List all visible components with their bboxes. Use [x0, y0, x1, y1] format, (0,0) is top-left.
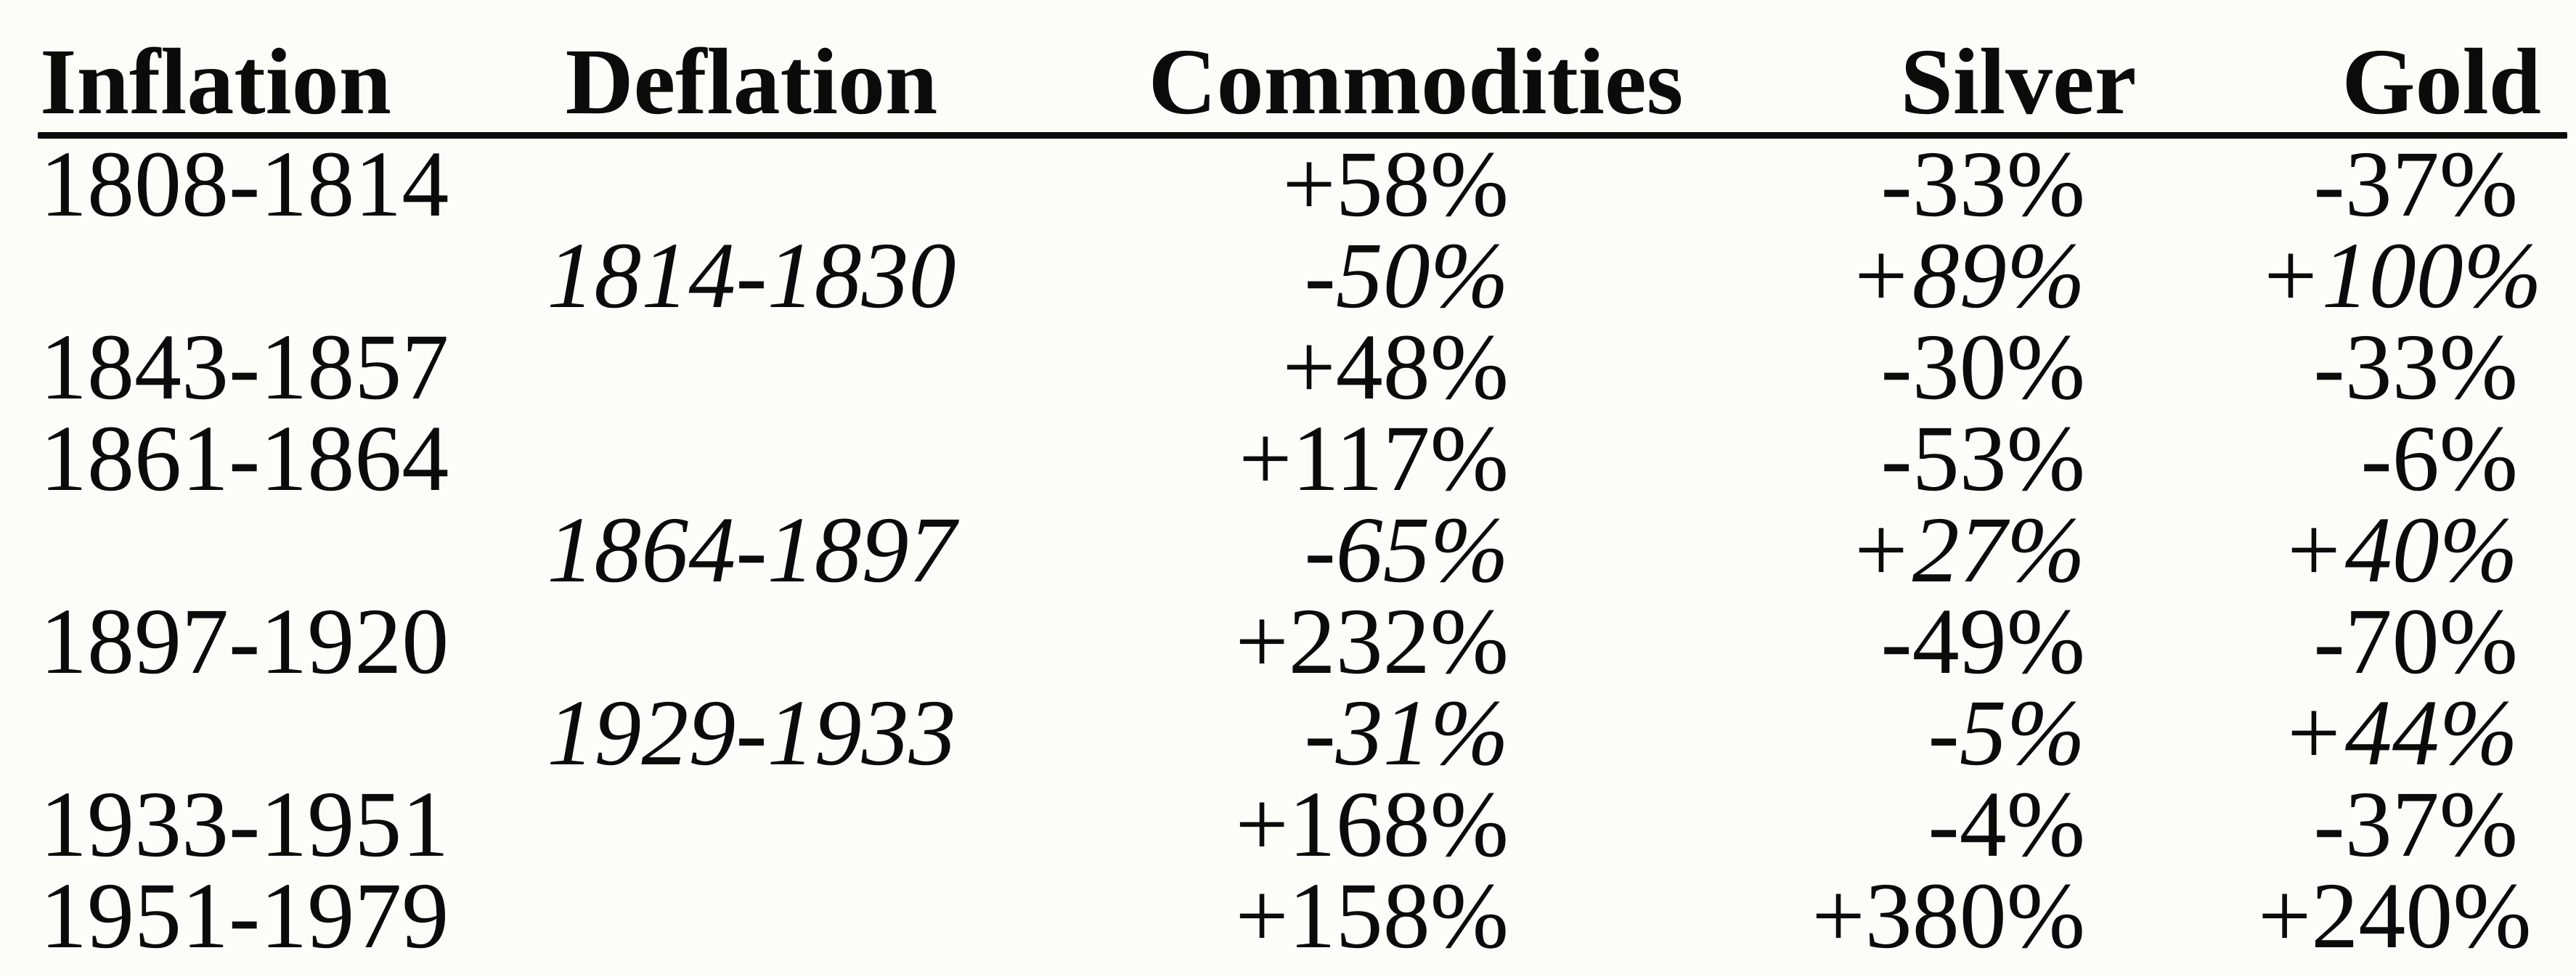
- value-cell: +100%: [2258, 224, 2543, 328]
- value-cell: +117%: [1239, 406, 1509, 511]
- header-underline-rule: [38, 132, 2567, 139]
- value-cell: -49%: [1880, 589, 2085, 694]
- period-cell: [450, 870, 1053, 962]
- header-gold: Gold: [2341, 30, 2541, 134]
- value-cell: -50%: [1304, 224, 1509, 328]
- value-cell: -37%: [2313, 772, 2518, 877]
- value-cell: +232%: [1235, 589, 1509, 694]
- value-cell: -33%: [1880, 132, 2085, 237]
- period-cell: 1933-1951: [40, 772, 449, 877]
- value-cell: -70%: [2313, 589, 2518, 694]
- period-cell: 1843-1857: [40, 315, 449, 420]
- period-cell: 1951-1979: [40, 864, 449, 968]
- value-cell: +27%: [1848, 498, 2085, 602]
- table-row: 1843-1857 +48% -30% -33%: [0, 315, 2576, 420]
- value-cell: -37%: [2313, 132, 2518, 237]
- period-cell: [450, 322, 1053, 413]
- period-cell: 1929-1933: [547, 681, 956, 785]
- period-cell: 1808-1814: [40, 132, 449, 237]
- table-row: 1808-1814 +58% -33% -37%: [0, 132, 2576, 237]
- value-cell: -33%: [2313, 315, 2518, 420]
- table-row: 1933-1951 +168% -4% -37%: [0, 772, 2576, 877]
- period-cell: [450, 596, 1053, 687]
- table-header-row: Inflation Deflation Commodities Silver G…: [0, 20, 2576, 129]
- header-commodities: Commodities: [1148, 30, 1684, 134]
- table-row: 1897-1920 +232% -49% -70%: [0, 589, 2576, 694]
- value-cell: +380%: [1811, 864, 2085, 968]
- period-cell: 1897-1920: [40, 589, 449, 694]
- value-cell: +40%: [2281, 498, 2518, 602]
- value-cell: +158%: [1235, 864, 1509, 968]
- value-cell: +168%: [1235, 772, 1509, 877]
- period-cell: [0, 687, 450, 779]
- period-cell: 1814-1830: [547, 224, 956, 328]
- period-cell: 1864-1897: [547, 498, 956, 602]
- header-deflation: Deflation: [565, 30, 938, 134]
- value-cell: -65%: [1304, 498, 1509, 602]
- period-cell: [0, 230, 450, 322]
- value-cell: -30%: [1880, 315, 2085, 420]
- value-cell: +89%: [1848, 224, 2085, 328]
- value-cell: +58%: [1282, 132, 1509, 237]
- period-cell: [450, 779, 1053, 870]
- table-row: 1929-1933 -31% -5% +44%: [0, 681, 2576, 785]
- value-cell: -53%: [1880, 406, 2085, 511]
- value-cell: +44%: [2281, 681, 2518, 785]
- table-row: 1861-1864 +117% -53% -6%: [0, 406, 2576, 511]
- value-cell: -6%: [2360, 406, 2518, 511]
- table-row: 1814-1830 -50% +89% +100%: [0, 224, 2576, 328]
- value-cell: -4%: [1928, 772, 2085, 877]
- header-inflation: Inflation: [40, 30, 392, 134]
- header-silver: Silver: [1900, 30, 2137, 134]
- value-cell: -5%: [1928, 681, 2085, 785]
- period-cell: [0, 504, 450, 596]
- period-cell: [450, 413, 1053, 504]
- value-cell: +240%: [2258, 864, 2532, 968]
- period-cell: 1861-1864: [40, 406, 449, 511]
- table-row: 1864-1897 -65% +27% +40%: [0, 498, 2576, 602]
- value-cell: -31%: [1304, 681, 1509, 785]
- table-row: 1951-1979 +158% +380% +240%: [0, 864, 2576, 968]
- period-cell: [450, 139, 1053, 230]
- value-cell: +48%: [1282, 315, 1509, 420]
